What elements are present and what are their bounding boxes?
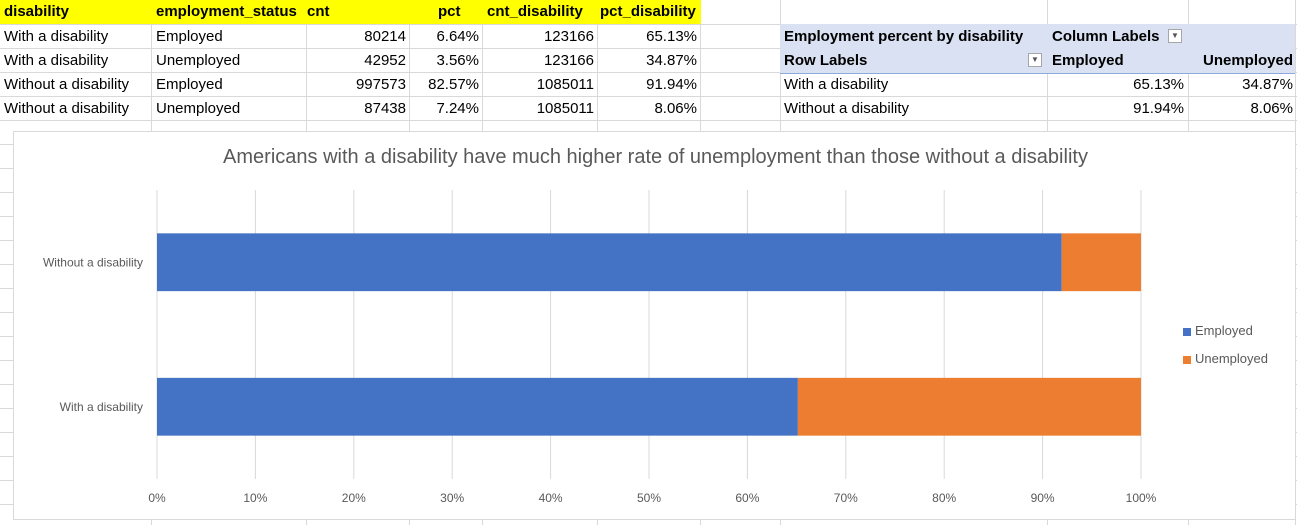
table-cell[interactable]: Without a disability <box>4 76 130 93</box>
row-gridline <box>0 48 1297 49</box>
pivot-row-label[interactable]: Without a disability <box>784 100 910 117</box>
pivot-column-labels[interactable]: Column Labels <box>1052 28 1160 45</box>
table-cell[interactable]: 7.24% <box>436 100 479 117</box>
pivot-row-labels[interactable]: Row Labels <box>784 52 868 69</box>
x-tick-label: 80% <box>932 491 956 505</box>
x-tick-label: 70% <box>834 491 858 505</box>
bar-unemployed-0 <box>797 377 1141 436</box>
chart-plot-area[interactable]: 0% 10% 20% 30% 40% 50% 60% 70% 80% 90% 100% With a … <box>14 132 1295 519</box>
row-gridline <box>0 96 1297 97</box>
table-cell[interactable]: 3.56% <box>436 52 479 69</box>
x-tick-label: 100% <box>1126 491 1157 505</box>
header-cell-cnt-disability[interactable]: cnt_disability <box>483 0 598 24</box>
table-cell[interactable]: 123166 <box>543 52 594 69</box>
column-labels-filter-button[interactable]: ▼ <box>1168 29 1182 43</box>
row-gridline <box>0 120 1297 121</box>
x-tick-label: 0% <box>148 491 166 505</box>
table-cell[interactable]: 65.13% <box>646 28 697 45</box>
stacked-bar-chart[interactable]: Americans with a disability have much hi… <box>13 131 1296 520</box>
table-cell[interactable]: 1085011 <box>536 100 594 117</box>
table-cell[interactable]: 82.57% <box>428 76 479 93</box>
table-cell[interactable]: With a disability <box>4 52 109 69</box>
table-cell[interactable]: 1085011 <box>536 76 594 93</box>
header-cell-cnt[interactable]: cnt <box>307 0 410 24</box>
table-cell[interactable]: Employed <box>156 76 223 93</box>
table-cell[interactable]: 997573 <box>355 76 406 93</box>
table-cell[interactable]: 6.64% <box>436 28 479 45</box>
header-cell-pct[interactable]: pct <box>410 0 483 24</box>
legend-item-employed[interactable]: Employed <box>1183 323 1253 338</box>
pivot-cell-employed[interactable]: 65.13% <box>1133 76 1184 93</box>
legend-item-unemployed[interactable]: Unemployed <box>1183 351 1268 366</box>
header-cell-disability[interactable]: disability <box>0 0 152 24</box>
pivot-header-band <box>780 24 1295 49</box>
legend-swatch-employed <box>1183 327 1191 336</box>
x-tick-label: 90% <box>1031 491 1055 505</box>
header-cell-employment-status[interactable]: employment_status <box>152 0 307 24</box>
x-tick-label: 50% <box>637 491 661 505</box>
bar-employed-1 <box>157 233 1062 292</box>
table-cell[interactable]: 91.94% <box>646 76 697 93</box>
table-cell[interactable]: 34.87% <box>646 52 697 69</box>
table-cell[interactable]: 42952 <box>364 52 406 69</box>
pivot-cell-unemployed[interactable]: 34.87% <box>1242 76 1293 93</box>
pivot-cell-unemployed[interactable]: 8.06% <box>1250 100 1293 117</box>
legend-label: Unemployed <box>1195 351 1268 366</box>
legend-swatch-unemployed <box>1183 355 1191 364</box>
table-cell[interactable]: 87438 <box>364 100 406 117</box>
x-tick-label: 20% <box>342 491 366 505</box>
table-cell[interactable]: With a disability <box>4 28 109 45</box>
row-gridline <box>0 24 1297 25</box>
chart-title[interactable]: Americans with a disability have much hi… <box>223 146 1088 168</box>
x-tick-label: 10% <box>243 491 267 505</box>
pivot-col-unemployed[interactable]: Unemployed <box>1202 52 1293 69</box>
table-cell[interactable]: 80214 <box>364 28 406 45</box>
pivot-title[interactable]: Employment percent by disability <box>784 28 1024 45</box>
table-cell[interactable]: Without a disability <box>4 100 130 117</box>
bar-employed-0 <box>157 377 798 436</box>
table-cell[interactable]: Unemployed <box>156 52 241 69</box>
y-category-label: Without a disability <box>43 255 143 269</box>
pivot-row-label[interactable]: With a disability <box>784 76 889 93</box>
table-cell[interactable]: 123166 <box>543 28 594 45</box>
row-gridline <box>0 72 1297 73</box>
bar-unemployed-1 <box>1061 233 1141 292</box>
x-tick-label: 60% <box>735 491 759 505</box>
x-tick-label: 40% <box>539 491 563 505</box>
table-cell[interactable]: 8.06% <box>654 100 697 117</box>
table-cell[interactable]: Employed <box>156 28 223 45</box>
legend-label: Employed <box>1195 323 1253 338</box>
header-cell-pct-disability[interactable]: pct_disability <box>598 0 701 24</box>
y-category-label: With a disability <box>60 400 143 414</box>
x-tick-label: 30% <box>440 491 464 505</box>
row-labels-filter-button[interactable]: ▼ <box>1028 53 1042 67</box>
pivot-col-employed[interactable]: Employed <box>1052 52 1124 69</box>
table-cell[interactable]: Unemployed <box>156 100 241 117</box>
pivot-cell-employed[interactable]: 91.94% <box>1133 100 1184 117</box>
